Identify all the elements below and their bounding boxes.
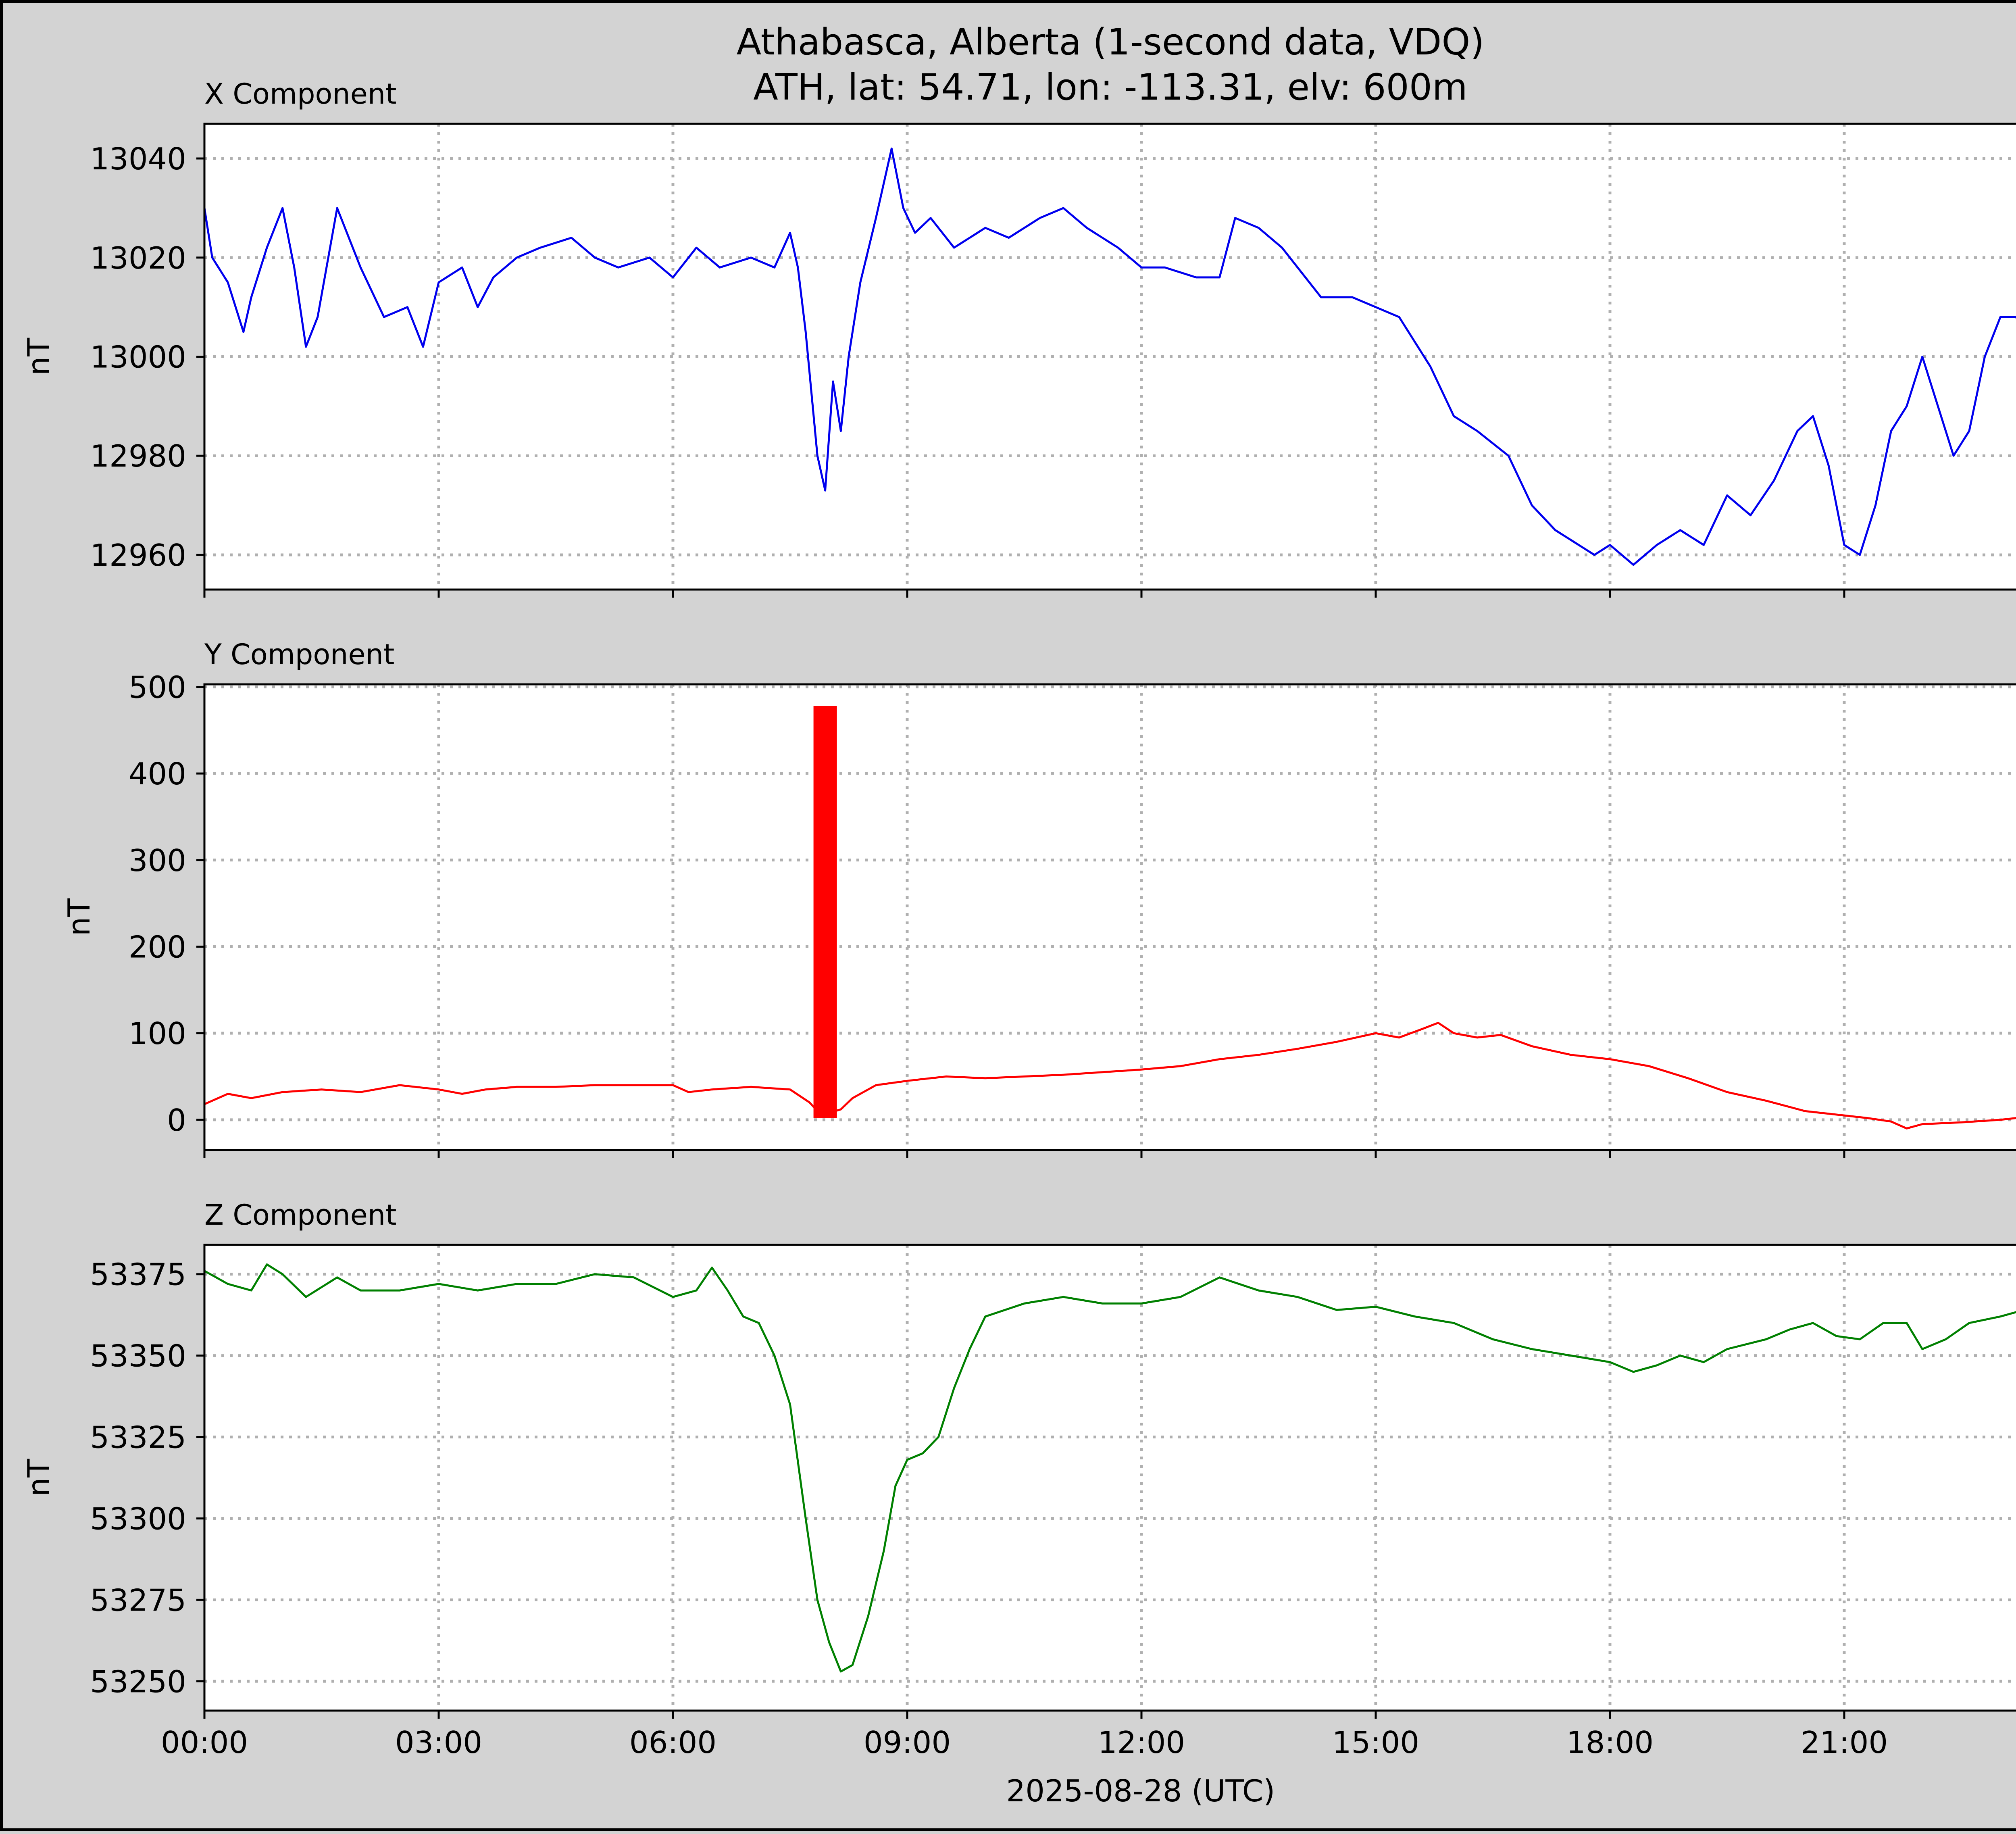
x-tick-label: 15:00 [1332,1725,1419,1760]
y-tick-label: 0 [167,1102,186,1138]
series-line [203,147,2016,566]
axes-frame [203,683,2016,1151]
y-tick-label: 400 [129,756,186,792]
plot-area [204,684,2016,1150]
y-tick-label: 200 [129,929,186,965]
panel-title: Z Component [204,1198,397,1232]
panel-title: X Component [204,77,397,110]
y-tick-label: 500 [129,669,186,705]
panel-title: Y Component [204,638,394,671]
axes-frame [203,123,2016,591]
y-tick-label: 13040 [90,141,186,177]
series-line [204,1263,2016,1673]
series-line [204,1021,2016,1130]
y-tick-label: 300 [129,843,186,878]
panel-2: Z Component nT 00:00 03:00 06:00 09:00 12:00 15… [21,1198,2016,1760]
axes-frame [203,1244,2016,1712]
x-tick-label: 00:00 [161,1725,248,1760]
figure-title-line1: Athabasca, Alberta (1-second data, VDQ) [737,21,1485,63]
x-tick-label: 09:00 [864,1725,951,1760]
x-tick-label: 21:00 [1801,1725,1888,1760]
y-tick-label: 100 [129,1016,186,1051]
y-tick-label: 12980 [90,438,186,474]
y-tick-label: 53375 [90,1257,186,1292]
y-tick-label: 12960 [90,538,186,573]
y-axis-label: nT [21,1459,56,1497]
y-tick-label: 53275 [90,1582,186,1618]
x-tick-label: 03:00 [395,1725,482,1760]
y-axis-label: nT [61,898,97,936]
panel-0: X Component nT 12960 12980 13000 13020 13040 [21,77,2016,598]
y-tick-label: 53300 [90,1501,186,1536]
y-tick-label: 13000 [90,340,186,375]
magnetometer-chart: Athabasca, Alberta (1-second data, VDQ) … [21,21,2016,1809]
panel-1: Y Component nT 0 100 200 300 400 500 [61,638,2016,1158]
y-tick-label: 53350 [90,1338,186,1374]
y-tick-label: 13020 [90,240,186,276]
y-axis-label: nT [21,338,56,376]
x-tick-label: 12:00 [1098,1725,1185,1760]
y-tick-label: 53325 [90,1420,186,1455]
x-axis-label: 2025-08-28 (UTC) [1006,1773,1275,1809]
plot-area [204,1245,2016,1711]
x-tick-label: 18:00 [1566,1725,1654,1760]
figure-title-line2: ATH, lat: 54.71, lon: -113.31, elv: 600m [753,66,1467,108]
y-tick-label: 53250 [90,1664,186,1699]
spike-block [813,706,837,1118]
x-tick-label: 06:00 [629,1725,716,1760]
